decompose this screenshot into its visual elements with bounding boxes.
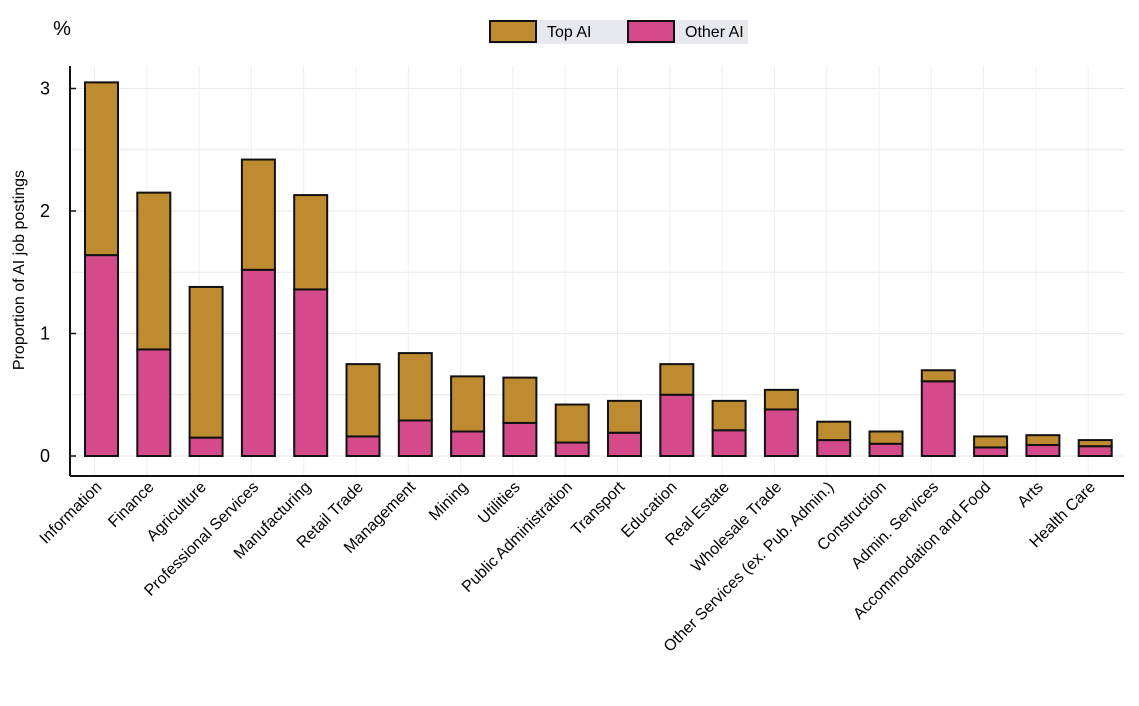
bar-other-ai-3 <box>188 436 224 457</box>
bar-top-ai-12 <box>659 363 695 396</box>
bar-other-ai-8 <box>450 430 486 457</box>
bar-other-ai-6 <box>345 435 381 457</box>
bar-top-ai-4 <box>240 158 276 271</box>
bar-other-ai-17 <box>920 380 956 457</box>
bar-other-ai-4 <box>240 268 276 457</box>
bar-top-ai-5 <box>293 194 329 291</box>
y-tick-label: 3 <box>40 79 50 99</box>
bar-top-ai-2 <box>136 191 172 351</box>
bar-top-ai-7 <box>397 352 433 422</box>
bar-other-ai-13 <box>711 429 747 457</box>
bar-other-ai-7 <box>397 419 433 458</box>
bar-other-ai-20 <box>1077 445 1113 458</box>
bar-other-ai-14 <box>763 408 799 458</box>
axes <box>69 66 1124 477</box>
bar-other-ai-10 <box>554 441 590 457</box>
bar-other-ai-18 <box>973 446 1009 457</box>
bar-other-ai-2 <box>136 348 172 457</box>
bar-top-ai-11 <box>607 399 642 434</box>
legend-label-other-ai: Other AI <box>685 24 744 41</box>
bar-top-ai-17 <box>920 369 956 383</box>
bar-other-ai-12 <box>659 393 695 457</box>
bar-top-ai-1 <box>84 81 119 257</box>
bar-other-ai-9 <box>502 421 538 457</box>
y-tick-label: 0 <box>40 446 50 466</box>
bar-other-ai-5 <box>293 288 329 457</box>
y-axis-label: Proportion of AI job postings <box>11 170 28 370</box>
bar-top-ai-18 <box>973 435 1009 449</box>
y-tick-label: 1 <box>40 324 50 344</box>
y-tick-label: 2 <box>40 201 50 221</box>
legend: Top AI Other AI <box>489 20 748 44</box>
bar-top-ai-16 <box>868 430 904 445</box>
y-unit-label: % <box>53 18 71 40</box>
bar-top-ai-19 <box>1025 434 1061 446</box>
bar-top-ai-9 <box>502 376 538 424</box>
bar-top-ai-14 <box>763 388 799 411</box>
bars <box>84 81 1113 458</box>
bar-top-ai-8 <box>450 375 486 433</box>
bar-other-ai-11 <box>607 431 642 458</box>
bar-top-ai-10 <box>554 403 590 444</box>
bar-top-ai-6 <box>345 363 381 438</box>
bar-top-ai-20 <box>1077 439 1113 448</box>
bar-top-ai-13 <box>711 399 747 432</box>
bar-top-ai-15 <box>816 420 852 442</box>
bar-other-ai-16 <box>868 442 904 457</box>
legend-swatch-other-ai <box>627 20 675 43</box>
bar-top-ai-3 <box>188 285 224 439</box>
legend-swatch-top-ai <box>489 20 537 43</box>
bar-other-ai-15 <box>816 439 852 458</box>
bar-other-ai-1 <box>84 254 119 457</box>
bar-other-ai-19 <box>1025 443 1061 458</box>
legend-label-top-ai: Top AI <box>547 24 591 41</box>
